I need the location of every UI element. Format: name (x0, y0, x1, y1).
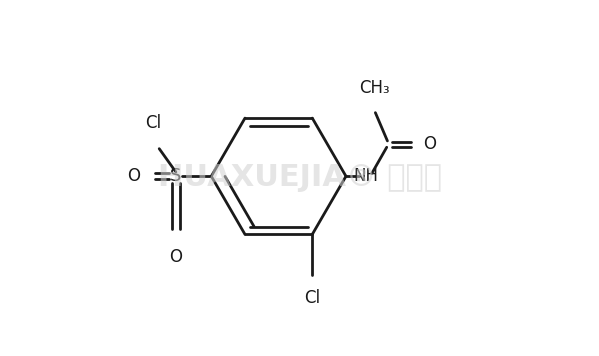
Text: Cl: Cl (304, 289, 320, 307)
Text: NH: NH (353, 167, 378, 185)
Text: Cl: Cl (146, 114, 162, 132)
Text: CH₃: CH₃ (359, 79, 389, 97)
Text: O: O (170, 248, 182, 266)
Text: HUAXUEJIA® 化学加: HUAXUEJIA® 化学加 (158, 163, 441, 193)
Text: O: O (423, 135, 436, 153)
Text: S: S (170, 167, 181, 185)
Text: O: O (128, 167, 140, 185)
